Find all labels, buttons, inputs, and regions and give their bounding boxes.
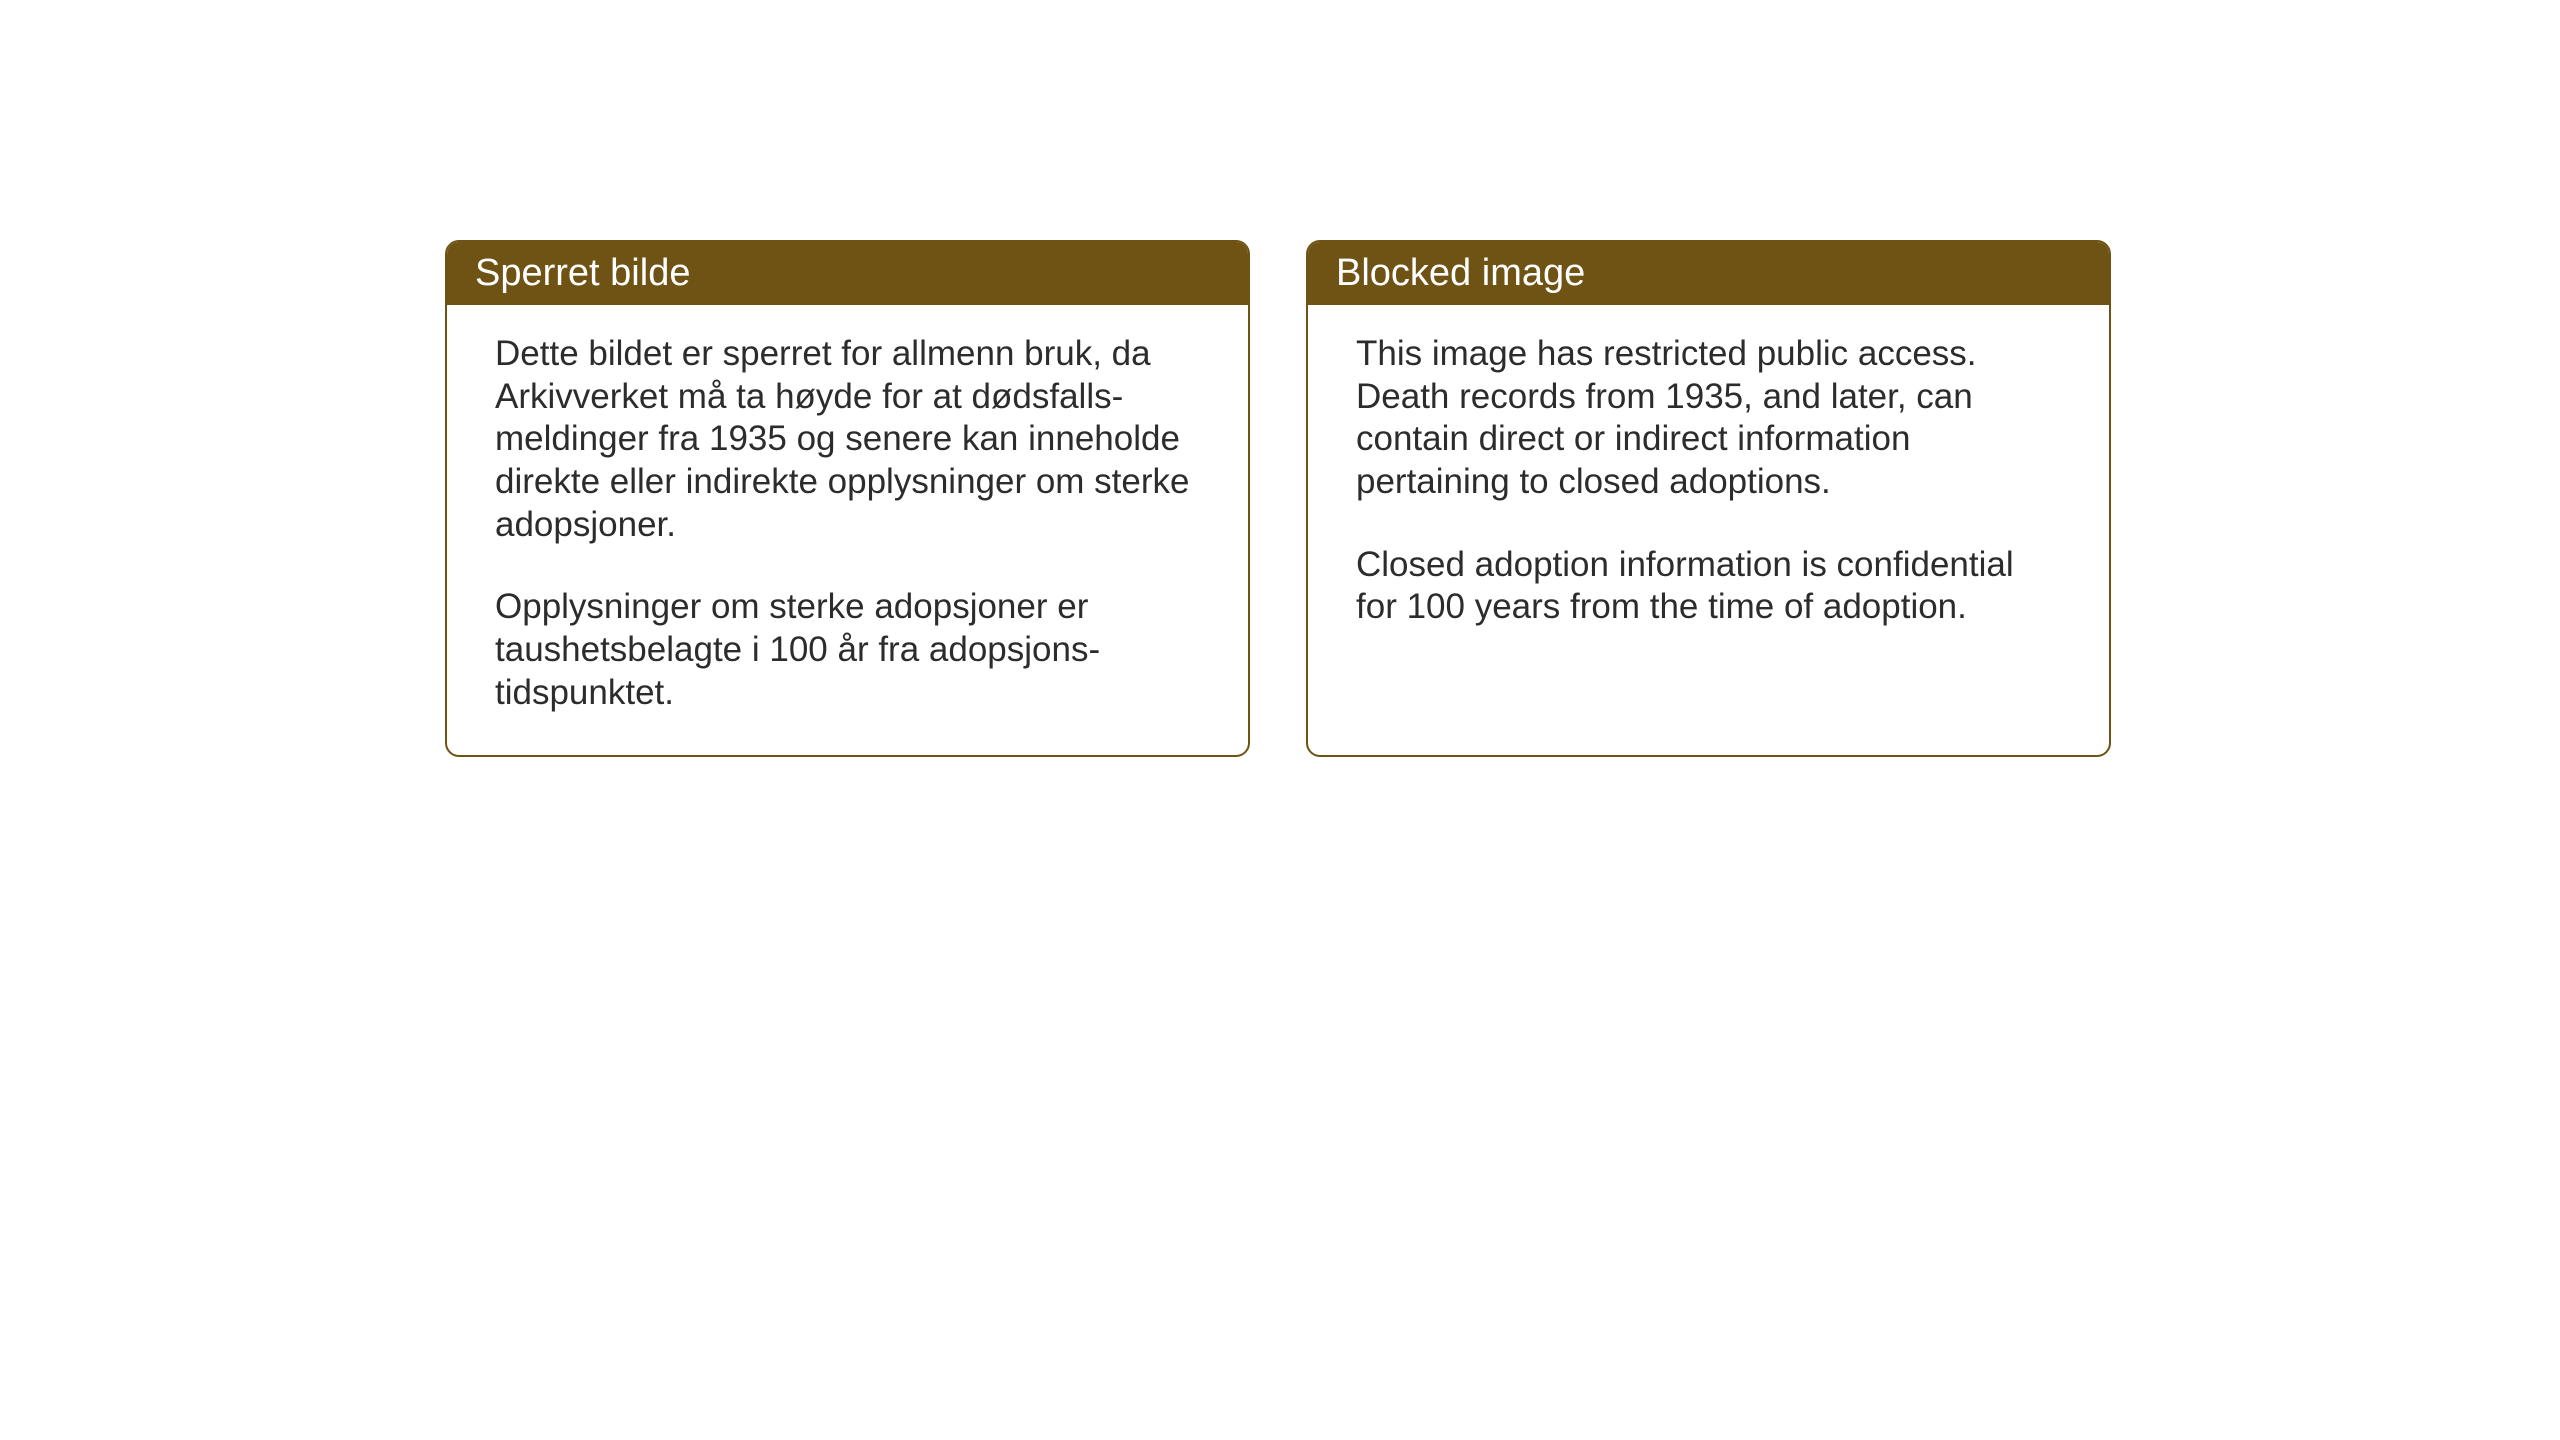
card-paragraph-1-norwegian: Dette bildet er sperret for allmenn bruk… [495, 333, 1200, 546]
card-body-english: This image has restricted public access.… [1308, 305, 2109, 745]
card-header-english: Blocked image [1308, 242, 2109, 305]
card-header-norwegian: Sperret bilde [447, 242, 1248, 305]
card-paragraph-2-english: Closed adoption information is confident… [1356, 544, 2061, 629]
notice-card-english: Blocked image This image has restricted … [1306, 240, 2111, 757]
card-title-norwegian: Sperret bilde [475, 252, 690, 294]
card-body-norwegian: Dette bildet er sperret for allmenn bruk… [447, 305, 1248, 755]
card-paragraph-1-english: This image has restricted public access.… [1356, 333, 2061, 504]
card-title-english: Blocked image [1336, 252, 1585, 294]
card-paragraph-2-norwegian: Opplysninger om sterke adopsjoner er tau… [495, 586, 1200, 714]
notice-card-norwegian: Sperret bilde Dette bildet er sperret fo… [445, 240, 1250, 757]
notice-container: Sperret bilde Dette bildet er sperret fo… [445, 240, 2111, 757]
